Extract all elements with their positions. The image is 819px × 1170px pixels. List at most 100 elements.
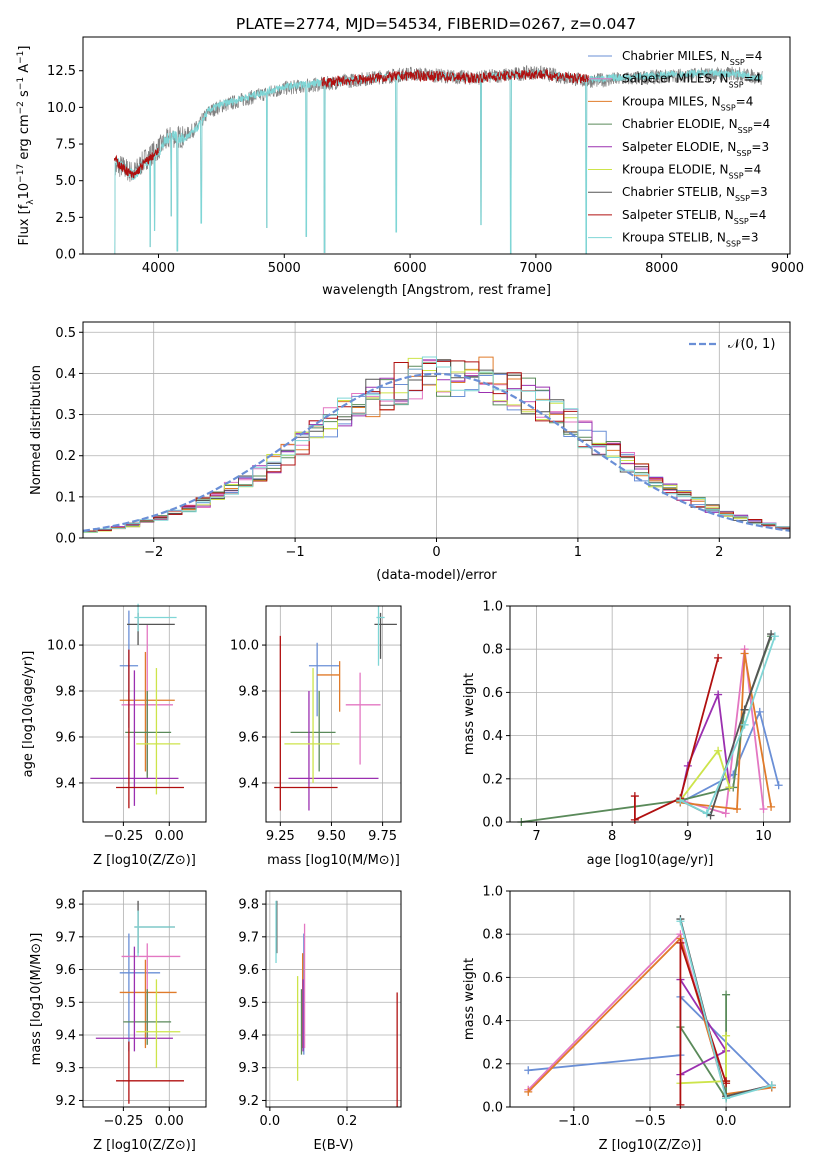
legend-label: Salpeter MILES, NSSP=4 bbox=[622, 72, 761, 90]
y-tick-label: 0.6 bbox=[482, 971, 503, 986]
y-tick-label: 0.5 bbox=[55, 326, 76, 341]
weight-line bbox=[679, 635, 776, 815]
x-tick-label: 8000 bbox=[645, 261, 678, 276]
weight-marker bbox=[770, 632, 779, 641]
legend-label: Chabrier STELIB, NSSP=3 bbox=[622, 185, 768, 203]
spectrum-model-blue bbox=[113, 147, 159, 179]
x-tick-label: 10 bbox=[755, 829, 772, 844]
legend-label-main: Chabrier STELIB, N bbox=[622, 185, 735, 199]
weight-marker bbox=[676, 796, 685, 805]
y-tick-label: 9.5 bbox=[55, 996, 76, 1011]
y-axis-label-part: −1 bbox=[16, 51, 26, 64]
weight-marker bbox=[714, 690, 723, 699]
weight-marker bbox=[524, 1066, 533, 1075]
weight-marker bbox=[740, 720, 749, 729]
y-axis-label-part: 10 bbox=[17, 183, 32, 200]
legend-label-tail: =3 bbox=[750, 185, 768, 199]
axes-frame bbox=[82, 605, 207, 823]
weight-marker bbox=[721, 809, 730, 818]
weight-marker bbox=[702, 809, 711, 818]
y-tick-label: 10.0 bbox=[47, 639, 76, 654]
legend-label-sub: SSP bbox=[734, 216, 749, 225]
y-tick-label: 2.5 bbox=[55, 211, 76, 226]
legend-label: 𝒩(0, 1) bbox=[728, 337, 775, 352]
weight-marker bbox=[722, 1077, 731, 1086]
legend-label: Salpeter ELODIE, NSSP=3 bbox=[622, 140, 769, 158]
y-tick-label: 0.2 bbox=[482, 772, 503, 787]
weight-marker bbox=[630, 815, 639, 824]
y-tick-label: 0.4 bbox=[55, 367, 76, 382]
legend-label: Chabrier ELODIE, NSSP=4 bbox=[622, 117, 770, 135]
y-axis-label-part: erg cm bbox=[17, 114, 32, 163]
weight-marker bbox=[733, 805, 742, 814]
legend-label-tail: =3 bbox=[751, 140, 769, 154]
y-axis-label-part: −2 bbox=[16, 101, 26, 114]
legend-label-main: Kroupa ELODIE, N bbox=[622, 163, 729, 177]
x-axis-label: mass [log10(M/M⊙)] bbox=[267, 853, 400, 868]
spectrum-data bbox=[114, 65, 763, 255]
weight-marker bbox=[740, 705, 749, 714]
y-tick-label: 12.5 bbox=[47, 64, 76, 79]
y-axis-label: mass [log10(M/M⊙)] bbox=[29, 933, 44, 1066]
y-tick-label: 0.0 bbox=[482, 816, 503, 831]
panel-weight-vs-Z: −1.0 −0.5 0.0 0.0 0.2 0.4 0.6 0.8 1.0 Z [log10(Z/… bbox=[462, 885, 791, 1153]
weight-marker bbox=[767, 1081, 776, 1090]
x-axis-label: Z [log10(Z/Z⊙)] bbox=[93, 853, 196, 868]
panel-residuals: −2 −1 0 1 2 0.0 0.1 0.2 0.3 0.4 0.5 𝒩(0, 1) (data-mo… bbox=[29, 321, 791, 583]
y-axis-label: age [log10(age/yr)] bbox=[21, 651, 36, 778]
x-tick-label: 9.75 bbox=[368, 829, 397, 844]
y-tick-label: 9.8 bbox=[55, 898, 76, 913]
y-tick-label: 0.2 bbox=[482, 1057, 503, 1072]
x-tick-label: −0.25 bbox=[103, 1114, 143, 1129]
y-axis-label: Flux [fλ10−17 erg cm−2 s−1 A−1] bbox=[16, 46, 36, 246]
x-tick-label: 7 bbox=[532, 829, 540, 844]
legend-label-tail: =4 bbox=[744, 163, 762, 177]
weight-marker bbox=[725, 783, 734, 792]
spectrum-legend: Chabrier MILES, NSSP=4 Salpeter MILES, NS… bbox=[588, 49, 770, 248]
weight-marker bbox=[740, 649, 749, 658]
y-axis-label-part: s bbox=[17, 90, 32, 101]
x-axis-label: wavelength [Angstrom, rest frame] bbox=[322, 283, 551, 298]
panel-mass-vs-Z: −0.25 0.00 9.2 9.3 9.4 9.5 9.6 9.7 9.8 Z [log10(Z… bbox=[29, 890, 207, 1153]
weight-marker bbox=[722, 1094, 731, 1103]
y-tick-label: 0.2 bbox=[55, 449, 76, 464]
y-axis-label-part: ] bbox=[17, 46, 32, 51]
y-tick-label: 9.6 bbox=[55, 730, 76, 745]
spectrum-model-red bbox=[321, 68, 589, 88]
legend-label-sub: SSP bbox=[726, 239, 741, 248]
legend-label-main: Kroupa MILES, N bbox=[622, 94, 721, 108]
histogram-series bbox=[83, 357, 790, 533]
y-tick-label: 0.1 bbox=[55, 490, 76, 505]
x-tick-label: 0 bbox=[432, 545, 440, 560]
y-tick-label: 1.0 bbox=[482, 600, 503, 615]
legend-label: Chabrier MILES, NSSP=4 bbox=[622, 49, 762, 67]
y-tick-label: 0.8 bbox=[482, 643, 503, 658]
x-tick-label: −0.25 bbox=[103, 829, 143, 844]
weight-marker bbox=[774, 781, 783, 790]
y-tick-label: 9.2 bbox=[238, 1094, 259, 1109]
weight-marker bbox=[630, 792, 639, 801]
legend-label-main: Salpeter ELODIE, N bbox=[622, 140, 736, 154]
y-axis-label: mass weight bbox=[462, 673, 477, 755]
y-axis-label-part: A bbox=[17, 64, 32, 77]
x-tick-label: 4000 bbox=[142, 261, 175, 276]
y-tick-label: 9.4 bbox=[238, 776, 259, 791]
panel-age-vs-Z: −0.25 0.00 9.4 9.6 9.8 10.0 Z [log10(Z/Z⊙)] age… bbox=[21, 603, 207, 868]
histogram-series bbox=[83, 359, 790, 532]
x-tick-label: 2 bbox=[715, 545, 723, 560]
legend-label-tail: =4 bbox=[749, 208, 767, 222]
weight-marker bbox=[722, 990, 731, 999]
weight-marker bbox=[714, 746, 723, 755]
panel-spectrum: 4000 5000 6000 7000 8000 9000 0.0 2.5 5.0 7.5 10.0… bbox=[16, 36, 804, 298]
legend-label-tail: =4 bbox=[745, 49, 763, 63]
axes-frame bbox=[265, 890, 402, 1108]
y-tick-label: 9.8 bbox=[55, 685, 76, 700]
x-tick-label: 9.25 bbox=[266, 829, 295, 844]
y-axis-label-part: −1 bbox=[16, 77, 26, 90]
legend-label: Kroupa MILES, NSSP=4 bbox=[622, 94, 753, 112]
x-tick-label: 0.0 bbox=[716, 1114, 737, 1129]
y-tick-label: 7.5 bbox=[55, 138, 76, 153]
x-tick-label: 9000 bbox=[771, 261, 804, 276]
y-tick-label: 9.3 bbox=[238, 1061, 259, 1076]
